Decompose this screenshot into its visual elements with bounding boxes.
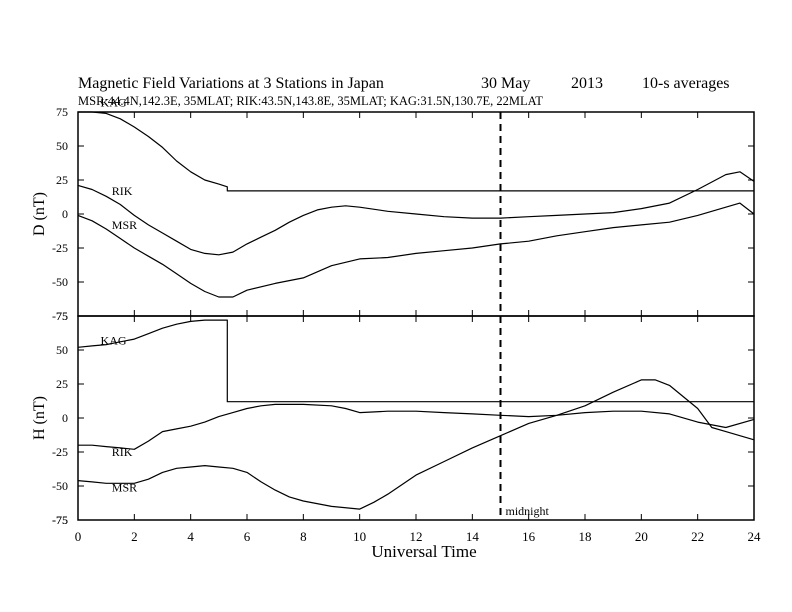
y-tick-label: 0 <box>62 207 68 221</box>
series-label-msr: MSR <box>112 480 137 494</box>
x-tick-label: 14 <box>466 529 480 544</box>
series-line-rik <box>77 171 755 256</box>
horizontal-panel: 75 50 25 0 -25 -50 -75 -75 H (nT) KAG RIK MSR <box>31 309 755 527</box>
x-tick-label: 2 <box>131 529 138 544</box>
chart-averaging: 10-s averages <box>642 75 730 92</box>
x-tick-label: 22 <box>691 529 704 544</box>
declination-panel: 75 50 25 0 -25 -50 -75 D (nT) KAG RIK MSR <box>31 96 755 323</box>
x-tick-label: 6 <box>244 529 251 544</box>
y-tick-label: -75 <box>52 309 68 323</box>
series-label-kag: KAG <box>101 334 127 348</box>
y-tick-label: -75 <box>52 513 68 527</box>
y-tick-label: 75 <box>56 105 68 119</box>
x-tick-label: 4 <box>187 529 194 544</box>
x-tick-label: 0 <box>75 529 82 544</box>
midnight-label: midnight <box>506 504 550 518</box>
y-tick-label: -25 <box>52 241 68 255</box>
series-label-rik: RIK <box>112 184 133 198</box>
x-tick-label: 8 <box>300 529 307 544</box>
y-tick-label: 50 <box>56 343 68 357</box>
series-line-msr <box>77 202 755 298</box>
series-line-msr <box>77 379 755 510</box>
y-tick-label: 0 <box>62 411 68 425</box>
y-axis-label: H (nT) <box>31 396 48 440</box>
chart-title: Magnetic Field Variations at 3 Stations … <box>78 75 384 92</box>
y-tick-label: 25 <box>56 377 68 391</box>
chart-date: 30 May <box>481 75 530 92</box>
series-line-kag <box>77 319 754 403</box>
chart-year: 2013 <box>571 75 603 92</box>
y-tick-label: 50 <box>56 139 68 153</box>
x-tick-label: 12 <box>410 529 423 544</box>
x-tick-label: 24 <box>748 529 762 544</box>
y-tick-label: 75 <box>56 309 68 323</box>
series-line-kag <box>78 111 754 192</box>
x-axis-label: Universal Time <box>371 542 476 561</box>
y-tick-label: -25 <box>52 445 68 459</box>
y-tick-label: -50 <box>52 479 68 493</box>
x-tick-label: 16 <box>522 529 536 544</box>
y-tick-label: -50 <box>52 275 68 289</box>
x-tick-label: 20 <box>635 529 648 544</box>
y-tick-label: 25 <box>56 173 68 187</box>
series-label-rik: RIK <box>112 445 133 459</box>
y-tick-label: -75 <box>52 513 68 527</box>
x-tick-label: 18 <box>579 529 592 544</box>
x-axis: 0 2 4 6 8 10 12 14 16 18 20 22 24 <box>75 529 761 544</box>
series-label-msr: MSR <box>112 218 137 232</box>
stations-info: MSR:44.4N,142.3E, 35MLAT; RIK:43.5N,143.… <box>78 94 543 108</box>
y-axis-label: D (nT) <box>31 192 48 236</box>
series-line-rik <box>78 403 755 450</box>
series-label-kag: KAG <box>101 96 127 110</box>
x-tick-label: 10 <box>353 529 366 544</box>
